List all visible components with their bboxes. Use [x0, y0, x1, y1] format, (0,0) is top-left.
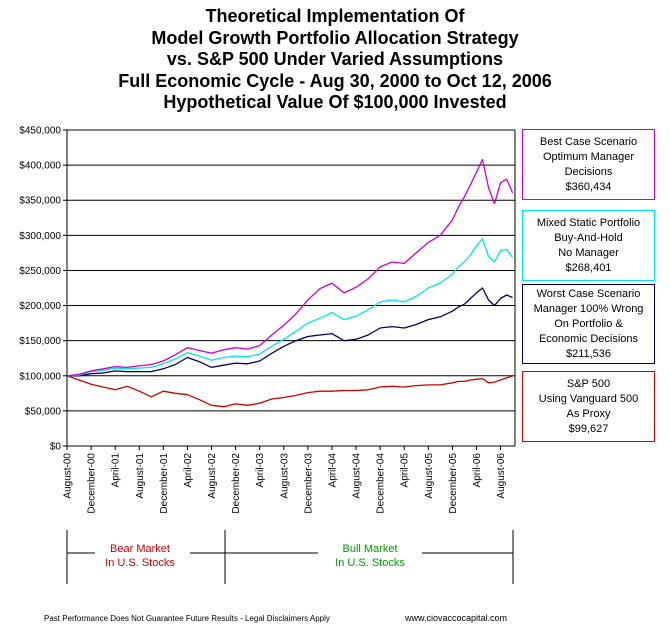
x-tick-label: December-05: [448, 453, 459, 514]
legend-entry: Worst Case Scenario Manager 100% Wrong On …: [522, 284, 655, 364]
bull-market-label-line: In U.S. Stocks: [335, 557, 405, 569]
x-tick-label: December-01: [159, 453, 170, 514]
title-line: Model Growth Portfolio Allocation Strate…: [151, 27, 519, 48]
series-lines: [66, 158, 514, 408]
x-tick-label: April-06: [472, 453, 483, 488]
y-tick-label: $300,000: [19, 231, 61, 242]
legend-entry-line: On Portfolio &: [554, 317, 623, 330]
legend-entry-line: Economic Decisions: [538, 332, 639, 345]
title-line: vs. S&P 500 Under Varied Assumptions: [166, 49, 504, 70]
legend-entry-line: Manager 100% Wrong: [533, 302, 644, 315]
bull-market-label-line: Bull Market: [342, 543, 398, 555]
legend-entry-line: Optimum Manager: [542, 150, 635, 163]
legend-entry-line: $99,627: [568, 422, 609, 435]
legend-entry-line: Buy-And-Hold: [554, 231, 623, 244]
title-line: Theoretical Implementation Of: [205, 6, 465, 26]
y-tick-label: $450,000: [19, 126, 61, 137]
series-line-3: [67, 287, 513, 377]
x-tick-label: December-04: [376, 453, 387, 514]
legend-entry-line: Using Vanguard 500: [538, 392, 639, 405]
legend-entry-line: $268,401: [565, 261, 612, 274]
x-tick-label: April-02: [183, 453, 194, 488]
title-line: Hypothetical Value Of $100,000 Invested: [163, 92, 507, 113]
legend-entry-line: Best Case Scenario: [539, 135, 638, 148]
y-tick-label: $350,000: [19, 196, 61, 207]
x-tick-label: April-03: [255, 453, 266, 488]
x-tick-label: August-00: [63, 453, 74, 499]
y-axis: $0 $50,000 $100,000 $150,000 $200,000 $250,00…: [19, 126, 516, 453]
x-tick-label: April-05: [400, 453, 411, 488]
y-tick-label: $150,000: [19, 336, 61, 347]
y-tick-label: $50,000: [25, 406, 62, 417]
legend-entry: Mixed Static Portfolio Buy-And-Hold No Man…: [522, 210, 655, 281]
x-tick-label: December-03: [303, 453, 314, 514]
x-tick-label: December-00: [87, 453, 98, 514]
bear-market-label-line: In U.S. Stocks: [105, 557, 175, 569]
legend-entry-line: Worst Case Scenario: [536, 287, 641, 300]
x-tick-label: August-06: [496, 453, 507, 499]
x-tick-label: April-04: [327, 453, 338, 488]
bear-market-label: Bear Market In U.S. Stocks: [80, 542, 200, 570]
gridlines: [67, 129, 515, 412]
footer-disclaimer: Past Performance Does Not Guarantee Futu…: [44, 614, 330, 623]
x-tick-label: December-02: [231, 453, 242, 514]
x-tick-label: April-01: [111, 453, 122, 488]
x-tick-label: August-05: [424, 453, 435, 499]
legend-entry-line: $211,536: [565, 347, 612, 360]
legend-entry-line: S&P 500: [566, 377, 611, 390]
legend-entry-line: Decisions: [564, 165, 613, 178]
x-tick-label: August-01: [135, 453, 146, 499]
x-axis: August-00 December-00 April-01 August-01 Dec…: [63, 446, 507, 514]
market-annotation: [66, 530, 514, 584]
bull-market-label: Bull Market In U.S. Stocks: [300, 542, 440, 570]
y-tick-label: $100,000: [19, 371, 61, 382]
y-tick-label: $0: [50, 442, 62, 453]
legend-entry-line: $360,434: [565, 180, 612, 193]
x-tick-label: August-04: [352, 453, 363, 499]
x-tick-label: August-02: [207, 453, 218, 499]
legend-entry-line: Mixed Static Portfolio: [536, 216, 641, 229]
series-line-1: [66, 158, 514, 377]
series-line-4: [66, 375, 513, 408]
legend-entry-line: As Proxy: [566, 407, 611, 420]
chart-title: Theoretical Implementation Of Model Growt…: [0, 6, 670, 114]
footer-url[interactable]: www.ciovaccocapital.com: [405, 613, 508, 623]
x-tick-label: August-03: [279, 453, 290, 499]
y-tick-label: $200,000: [19, 301, 61, 312]
y-tick-label: $250,000: [19, 266, 61, 277]
series-line-2: [66, 238, 514, 377]
legend-entry-line: No Manager: [558, 246, 619, 259]
legend-entry: Best Case Scenario Optimum Manager Decisio…: [522, 129, 655, 200]
bear-market-label-line: Bear Market: [110, 543, 170, 555]
title-line: Full Economic Cycle - Aug 30, 2000 to Oc…: [118, 70, 552, 91]
legend-entry: S&P 500 Using Vanguard 500 As Proxy $99,627: [522, 371, 655, 442]
y-tick-label: $400,000: [19, 161, 61, 172]
